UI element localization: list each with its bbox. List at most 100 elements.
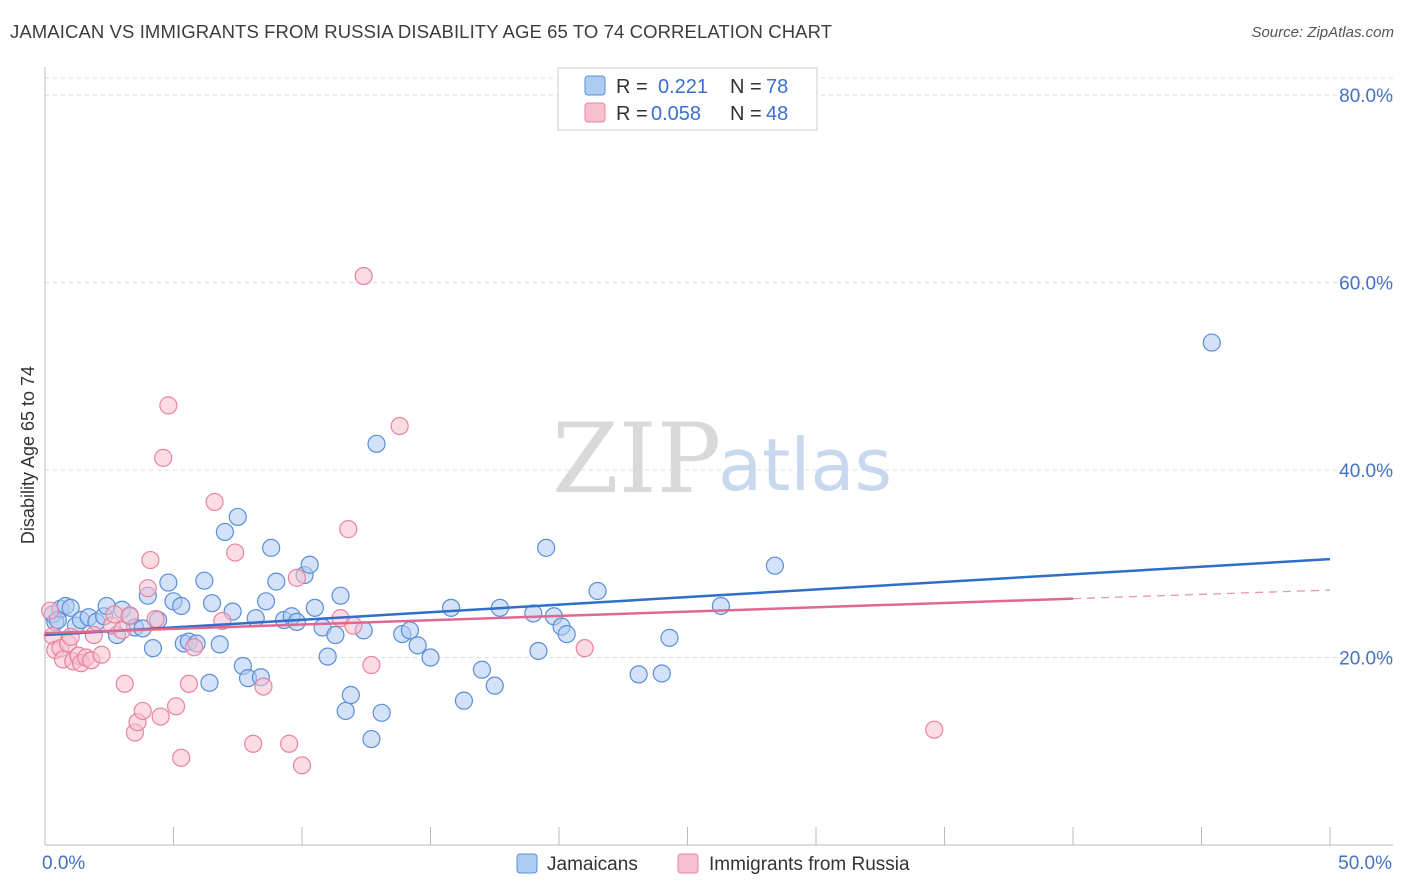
russia-point-21 xyxy=(133,701,152,721)
jamaican-point-57 xyxy=(408,636,427,655)
legend-n-label-1: N = xyxy=(730,76,762,98)
russia-point-12 xyxy=(84,625,103,645)
jamaican-point-69 xyxy=(557,624,576,644)
chart-title: JAMAICAN VS IMMIGRANTS FROM RUSSIA DISAB… xyxy=(10,21,833,42)
russia-point-29 xyxy=(172,748,191,767)
russia-point-18 xyxy=(120,606,139,625)
russia-point-15 xyxy=(105,605,124,624)
jamaican-point-25 xyxy=(195,571,214,590)
trend-lines xyxy=(44,557,1331,637)
y-tick-label-60: 60.0% xyxy=(1339,274,1393,295)
legend: R = 0.221 N = 78 R = 0.058 N = 48 xyxy=(557,67,818,131)
russia-point-31 xyxy=(184,638,204,657)
russia-point-37 xyxy=(280,734,299,753)
jamaican-point-37 xyxy=(262,538,281,557)
jamaican-point-31 xyxy=(228,507,247,527)
jamaican-point-76 xyxy=(1202,333,1221,352)
legend-r-value-1: 0.221 xyxy=(658,76,708,98)
jamaican-point-4 xyxy=(61,598,80,617)
russia-point-0 xyxy=(41,601,60,620)
jamaican-point-46 xyxy=(318,647,337,666)
jamaican-point-61 xyxy=(472,660,491,679)
russia-point-27 xyxy=(159,396,178,415)
legend-r-label-2: R = xyxy=(616,103,648,125)
russia-point-42 xyxy=(344,616,363,635)
jamaican-point-54 xyxy=(372,703,391,722)
jamaican-point-65 xyxy=(529,641,548,661)
y-tick-labels: 20.0% 40.0% 60.0% 80.0% xyxy=(1339,86,1393,669)
russia-point-23 xyxy=(141,550,160,570)
jamaican-point-29 xyxy=(215,522,234,542)
watermark: ZIP atlas xyxy=(552,403,892,515)
jamaican-point-66 xyxy=(537,538,556,557)
jamaican-point-26 xyxy=(200,673,219,692)
source-credit: Source: ZipAtlas.com xyxy=(1251,24,1394,41)
series-legend: Jamaicans Immigrants from Russia xyxy=(516,853,910,875)
legend-n-label-2: N = xyxy=(730,103,762,125)
legend-r-label-1: R = xyxy=(616,76,648,98)
jamaican-point-49 xyxy=(336,701,355,721)
russia-point-46 xyxy=(575,639,594,658)
jamaican-point-70 xyxy=(588,581,607,601)
russia-point-39 xyxy=(292,756,312,775)
russia-point-47 xyxy=(925,720,944,739)
x-tick-max: 50.0% xyxy=(1338,853,1392,874)
jamaican-point-21 xyxy=(172,596,191,616)
y-tick-label-80: 80.0% xyxy=(1339,86,1393,107)
y-tick-label-40: 40.0% xyxy=(1339,461,1393,482)
bottom-swatch-russia xyxy=(677,853,699,874)
bottom-legend-russia: Immigrants from Russia xyxy=(709,854,910,875)
russia-point-24 xyxy=(146,609,165,629)
legend-swatch-jamaicans xyxy=(584,75,606,96)
jamaican-point-60 xyxy=(454,691,474,710)
russia-point-44 xyxy=(362,655,381,675)
jamaican-point-52 xyxy=(362,729,381,749)
watermark-zip: ZIP xyxy=(552,403,721,515)
jamaican-point-75 xyxy=(765,556,784,575)
russia-point-26 xyxy=(154,448,173,467)
bottom-swatch-jamaicans xyxy=(516,853,538,874)
russia-points xyxy=(41,266,944,775)
y-axis-title: Disability Age 65 to 74 xyxy=(18,366,38,544)
russia-point-28 xyxy=(166,697,186,716)
russia-point-35 xyxy=(244,734,263,753)
jamaicans-trend-line xyxy=(44,557,1331,637)
jamaican-point-27 xyxy=(202,594,222,613)
jamaican-point-36 xyxy=(256,592,276,611)
russia-point-22 xyxy=(138,579,157,598)
russia-point-32 xyxy=(205,492,224,512)
jamaican-point-50 xyxy=(341,685,360,705)
jamaican-point-71 xyxy=(629,665,648,684)
bottom-legend-jamaicans: Jamaicans xyxy=(547,854,638,875)
jamaican-point-73 xyxy=(660,628,679,647)
russia-point-36 xyxy=(254,677,273,696)
russia-point-13 xyxy=(92,645,111,664)
jamaican-point-59 xyxy=(441,598,461,617)
jamaican-point-56 xyxy=(400,621,420,640)
jamaican-point-62 xyxy=(485,676,504,695)
y-tick-label-20: 20.0% xyxy=(1339,649,1393,670)
russia-point-30 xyxy=(179,674,199,693)
jamaican-point-72 xyxy=(652,664,671,683)
jamaican-point-17 xyxy=(143,639,163,658)
axes xyxy=(44,67,1393,846)
gridlines xyxy=(45,77,1393,659)
watermark-atlas: atlas xyxy=(718,423,892,507)
russia-point-38 xyxy=(287,568,306,587)
jamaican-point-48 xyxy=(331,586,350,605)
jamaican-point-28 xyxy=(210,635,229,654)
legend-n-value-1: 78 xyxy=(766,76,788,98)
russia-point-17 xyxy=(115,674,134,693)
jamaican-point-47 xyxy=(326,625,345,645)
russia-trend-line-dashed xyxy=(1072,589,1331,600)
russia-point-34 xyxy=(226,543,245,562)
jamaican-point-44 xyxy=(305,598,324,617)
legend-n-value-2: 48 xyxy=(766,103,788,125)
russia-point-43 xyxy=(354,266,373,286)
russia-point-25 xyxy=(151,707,170,726)
jamaicans-points xyxy=(43,333,1221,749)
legend-r-value-2: 0.058 xyxy=(651,103,701,125)
x-tick-labels: 0.0% 50.0% xyxy=(42,853,1392,874)
russia-point-45 xyxy=(390,416,409,436)
